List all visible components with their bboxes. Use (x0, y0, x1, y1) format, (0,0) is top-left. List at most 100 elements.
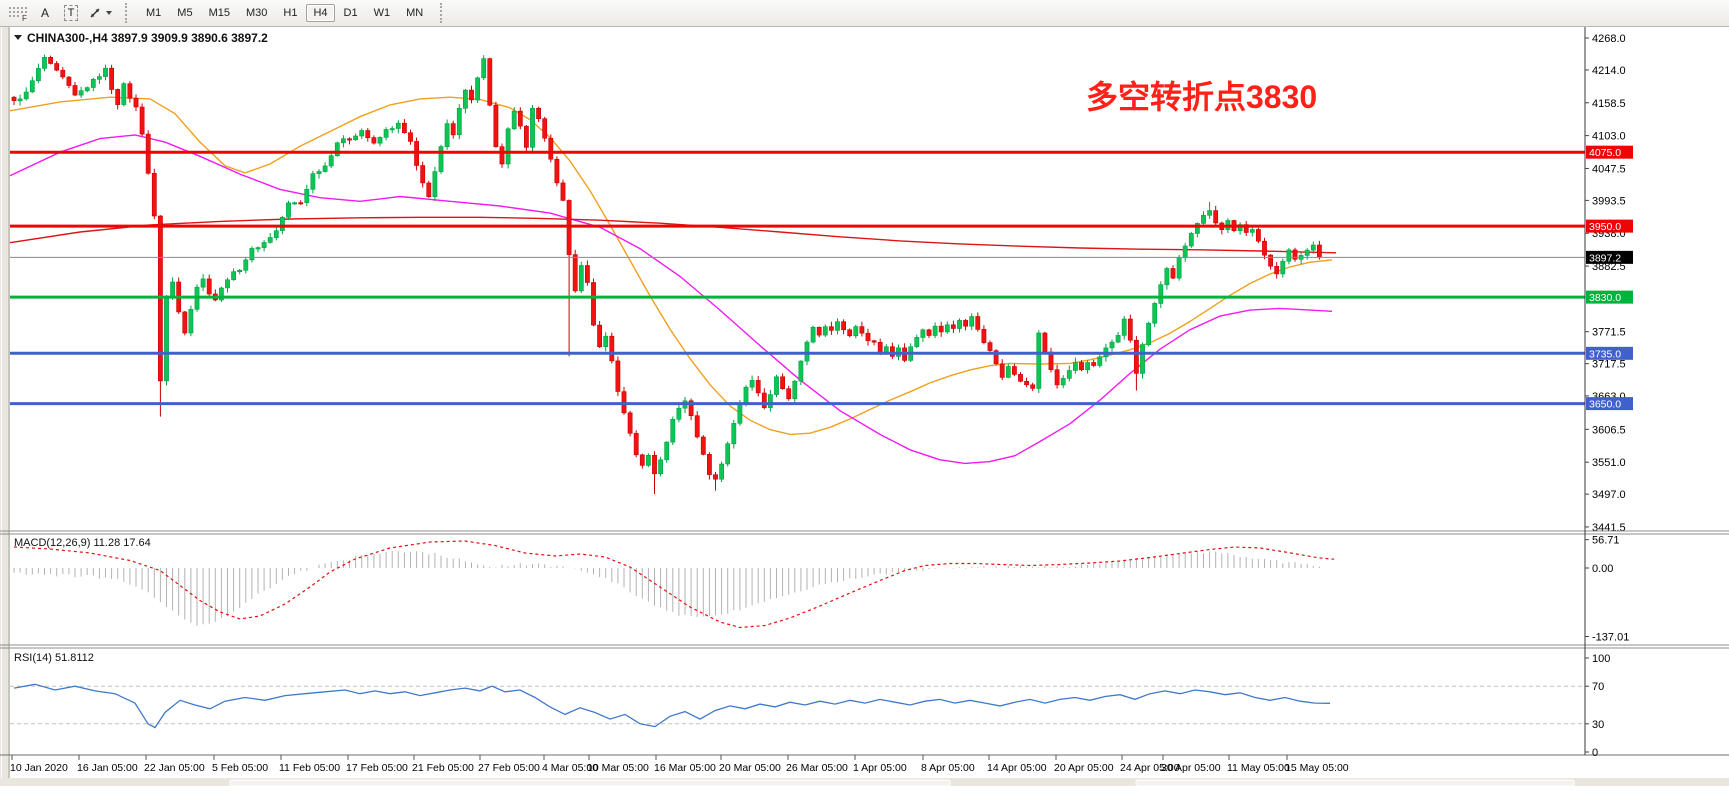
candle-body (420, 165, 426, 184)
candle-body (780, 376, 785, 389)
candle-body (670, 418, 676, 443)
x-tick-label: 15 May 05:00 (1285, 762, 1349, 774)
candle-body (48, 56, 53, 64)
bottom-tab-1[interactable] (229, 779, 951, 787)
candle-body (316, 171, 322, 175)
candle-body (72, 85, 78, 96)
x-tick-label: 20 Apr 05:00 (1054, 762, 1114, 774)
candle-body (261, 242, 267, 248)
candle-body (426, 182, 432, 197)
candle-body (914, 337, 920, 347)
candle-body (1073, 362, 1078, 371)
candle-body (17, 98, 23, 102)
timeframe-button-h4[interactable]: H4 (306, 4, 335, 22)
level-3735.0-badge (1586, 346, 1633, 360)
y-tick-label: 3497.0 (1592, 489, 1626, 501)
candle-body (1011, 366, 1017, 375)
timeframe-button-m5[interactable]: M5 (170, 4, 199, 22)
symbol-title-group: CHINA300-,H4 3897.9 3909.9 3890.6 3897.2 (14, 31, 268, 45)
symbol-dropdown-icon[interactable] (14, 35, 22, 40)
candle-body (725, 443, 731, 465)
candle-body (97, 76, 102, 80)
x-tick-label: 30 Apr 05:00 (1161, 762, 1221, 774)
candle-body (151, 173, 157, 217)
candle-body (304, 189, 310, 204)
x-tick-label: 11 May 05:00 (1227, 762, 1290, 774)
candle-body (353, 135, 358, 141)
candle-body (749, 380, 755, 388)
candle-body (719, 463, 724, 480)
letter-a-icon[interactable]: A (35, 3, 55, 23)
bottom-tab-2[interactable] (1135, 779, 1575, 787)
rsi-line (13, 683, 1331, 729)
candle-body (310, 173, 316, 190)
timeframe-button-m15[interactable]: M15 (202, 4, 237, 22)
chart-canvas[interactable]: 4268.04214.04158.54103.04047.53993.53938… (0, 27, 1729, 787)
level-3735.0-badge-label: 3735.0 (1589, 348, 1621, 360)
candle-body (511, 110, 517, 130)
x-tick-label: 24 Apr 05:00 (1120, 762, 1180, 774)
candle-body (298, 202, 304, 205)
chart-bg (0, 27, 1729, 786)
timeframe-button-d1[interactable]: D1 (337, 4, 365, 22)
candle-body (456, 108, 462, 136)
toolbar-separator-2 (440, 3, 446, 23)
candle-body (560, 182, 566, 201)
timeframe-button-mn[interactable]: MN (399, 4, 430, 22)
candle-body (877, 341, 883, 354)
toolbar-separator (125, 3, 131, 23)
candle-body (755, 380, 761, 394)
tool-label-a: A (40, 6, 49, 20)
candle-body (835, 321, 840, 331)
candle-body (1195, 223, 1200, 234)
objects-grid-icon[interactable]: F (7, 3, 29, 23)
candle-body (1042, 332, 1048, 353)
candle-body (60, 69, 66, 78)
candle-body (1176, 257, 1182, 279)
candle-body (54, 63, 60, 71)
candle-body (1066, 370, 1072, 379)
timeframe-button-w1[interactable]: W1 (367, 4, 398, 22)
candle-body (84, 87, 90, 92)
left-gutter[interactable] (0, 27, 10, 786)
candle-body (761, 392, 767, 408)
candle-body (969, 316, 975, 327)
y-tick-label: 3717.5 (1592, 359, 1626, 371)
candle-body (1170, 268, 1176, 279)
candle-body (530, 107, 535, 148)
candle-body (694, 415, 700, 438)
candle-body (950, 324, 956, 329)
x-tick-label: 27 Feb 05:00 (478, 762, 540, 774)
candle-body (23, 91, 29, 100)
candle-body (377, 137, 383, 144)
diagonal-arrows-icon (90, 8, 100, 18)
candle-body (1304, 249, 1310, 256)
timeframe-button-m1[interactable]: M1 (139, 4, 168, 22)
candle-body (225, 279, 230, 289)
candle-body (1085, 362, 1090, 371)
candle-body (237, 269, 243, 272)
candle-body (450, 123, 456, 136)
candle-body (932, 325, 938, 336)
candle-body (1127, 318, 1133, 341)
candle-body (322, 165, 328, 172)
candle-body (1286, 249, 1292, 262)
candle-body (243, 259, 249, 271)
candle-body (188, 308, 194, 334)
candle-body (1182, 245, 1188, 259)
x-tick-label: 16 Mar 05:00 (654, 762, 716, 774)
text-box-icon[interactable]: T (61, 3, 81, 23)
timeframe-button-h1[interactable]: H1 (276, 4, 304, 22)
candle-body (578, 265, 584, 292)
candle-body (78, 90, 84, 96)
candle-body (700, 436, 706, 455)
candle-body (920, 329, 926, 338)
rsi-tick-label: 100 (1592, 653, 1610, 665)
candle-body (481, 58, 487, 79)
cursor-arrows-icon[interactable] (87, 3, 112, 23)
candle-body (1158, 284, 1164, 304)
candle-body (591, 282, 596, 326)
candle-body (1030, 384, 1036, 389)
timeframe-button-m30[interactable]: M30 (239, 4, 274, 22)
candle-body (1097, 356, 1103, 366)
